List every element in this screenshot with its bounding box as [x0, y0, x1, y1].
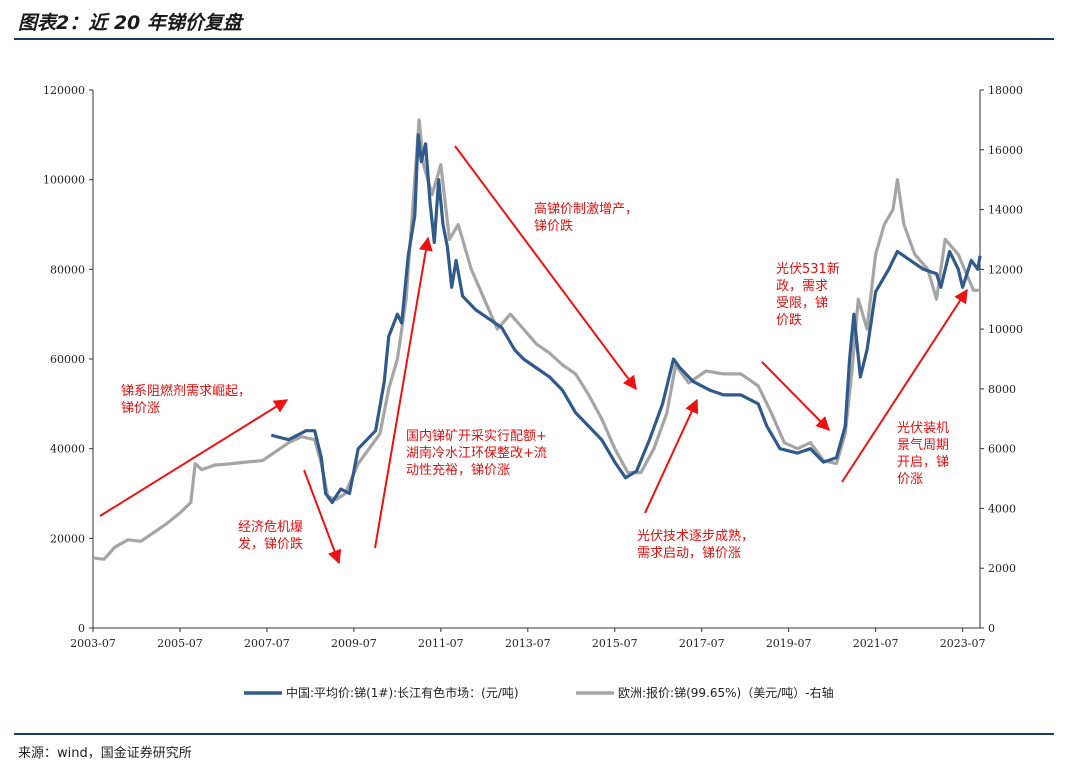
annotation-line: 开启，锑	[897, 455, 949, 470]
trend-arrow	[303, 469, 342, 565]
annotation-line: 动性充裕，锑价涨	[406, 462, 510, 478]
x-tick-label: 2017-07	[679, 637, 725, 650]
right-tick-label: 12000	[988, 263, 1023, 276]
chart-legend: 中国:平均价:锑(1#):长江有色市场：(元/吨) 欧洲:报价:锑(99.65%)…	[244, 685, 834, 700]
right-tick-label: 16000	[988, 144, 1023, 157]
right-tick-label: 6000	[988, 443, 1016, 456]
series-line-china	[270, 133, 982, 505]
antimony-price-chart: 0 20000 40000 60000 80000 100000 120000 0 2000 40…	[43, 84, 1023, 700]
annotation-line: 政，需求	[776, 279, 828, 294]
chart-tick-labels: 0 20000 40000 60000 80000 100000 120000 0 2000 40…	[43, 84, 1023, 650]
annotation-line: 光伏技术逐步成熟，	[637, 528, 754, 544]
trend-arrow	[644, 398, 699, 514]
right-tick-label: 10000	[988, 323, 1023, 336]
trend-arrow	[374, 236, 433, 549]
annotation-line: 受限，锑	[776, 296, 828, 311]
legend-label-china: 中国:平均价:锑(1#):长江有色市场：(元/吨)	[286, 685, 519, 700]
chart-title: 图表2：近 20 年锑价复盘	[18, 12, 242, 34]
annotation-text: 高锑价制激增产，锑价跌	[534, 201, 638, 234]
annotation-text: 锑系阻燃剂需求崛起， 锑价涨	[121, 383, 251, 416]
annotation-line: 湖南冷水江环保整改+流	[406, 445, 547, 461]
annotation-line: 锑价跌	[534, 218, 573, 234]
x-tick-label: 2021-07	[853, 637, 899, 650]
right-tick-label: 4000	[988, 502, 1016, 515]
header-rule	[14, 38, 1054, 40]
annotation-text: 光伏技术逐步成熟， 需求启动，锑价涨	[637, 528, 754, 561]
x-tick-label: 2007-07	[244, 637, 290, 650]
right-tick-label: 2000	[988, 562, 1016, 575]
annotation-text: 国内锑矿开采实行配额+湖南冷水江环保整改+流动性充裕，锑价涨	[406, 428, 547, 478]
right-tick-label: 8000	[988, 383, 1016, 396]
annotation-line: 发，锑价跌	[238, 536, 303, 552]
left-tick-label: 40000	[50, 443, 85, 456]
x-tick-label: 2013-07	[505, 637, 551, 650]
series-line-europe	[92, 118, 980, 561]
annotation-line: 价涨	[897, 472, 923, 487]
legend-label-europe: 欧洲:报价:锑(99.65%)（美元/吨）-右轴	[618, 685, 834, 700]
annotation-line: 光伏装机	[897, 421, 949, 436]
annotation-text: 光伏531新政，需求受限，锑价跌	[776, 261, 840, 328]
left-tick-label: 0	[78, 622, 85, 635]
annotation-text: 经济危机爆发，锑价跌	[238, 520, 303, 552]
left-tick-label: 80000	[50, 263, 85, 276]
trend-arrow	[841, 288, 968, 483]
trend-arrow	[454, 145, 637, 391]
left-tick-label: 60000	[50, 353, 85, 366]
footer-rule	[14, 733, 1054, 735]
x-tick-label: 2019-07	[766, 637, 812, 650]
x-tick-label: 2023-07	[940, 637, 986, 650]
annotation-line: 国内锑矿开采实行配额+	[406, 428, 547, 444]
left-tick-label: 20000	[50, 532, 85, 545]
right-tick-label: 14000	[988, 204, 1023, 217]
annotation-line: 锑系阻燃剂需求崛起，	[121, 383, 251, 399]
x-tick-label: 2003-07	[70, 637, 116, 650]
annotation-line: 经济危机爆	[238, 520, 303, 535]
source-note: 来源：wind，国金证券研究所	[18, 746, 192, 761]
left-tick-label: 120000	[43, 84, 85, 97]
left-tick-label: 100000	[43, 174, 85, 187]
x-tick-label: 2005-07	[157, 637, 203, 650]
annotation-line: 价跌	[776, 312, 802, 328]
annotation-line: 光伏531新	[776, 261, 840, 277]
trend-arrow	[99, 399, 289, 517]
annotation-line: 高锑价制激增产，	[534, 201, 638, 217]
annotation-line: 景气周期	[897, 437, 949, 453]
x-tick-label: 2009-07	[331, 637, 377, 650]
annotation-line: 锑价涨	[121, 401, 160, 416]
annotation-text: 光伏装机景气周期开启，锑价涨	[897, 421, 949, 487]
right-tick-label: 18000	[988, 84, 1023, 97]
annotation-line: 需求启动，锑价涨	[637, 546, 741, 561]
chart-series	[92, 118, 982, 561]
x-tick-label: 2011-07	[418, 637, 464, 650]
right-tick-label: 0	[988, 622, 995, 635]
chart-axes	[89, 89, 984, 632]
trend-arrow	[761, 361, 830, 431]
x-tick-label: 2015-07	[592, 637, 638, 650]
trend-arrows	[99, 145, 968, 565]
